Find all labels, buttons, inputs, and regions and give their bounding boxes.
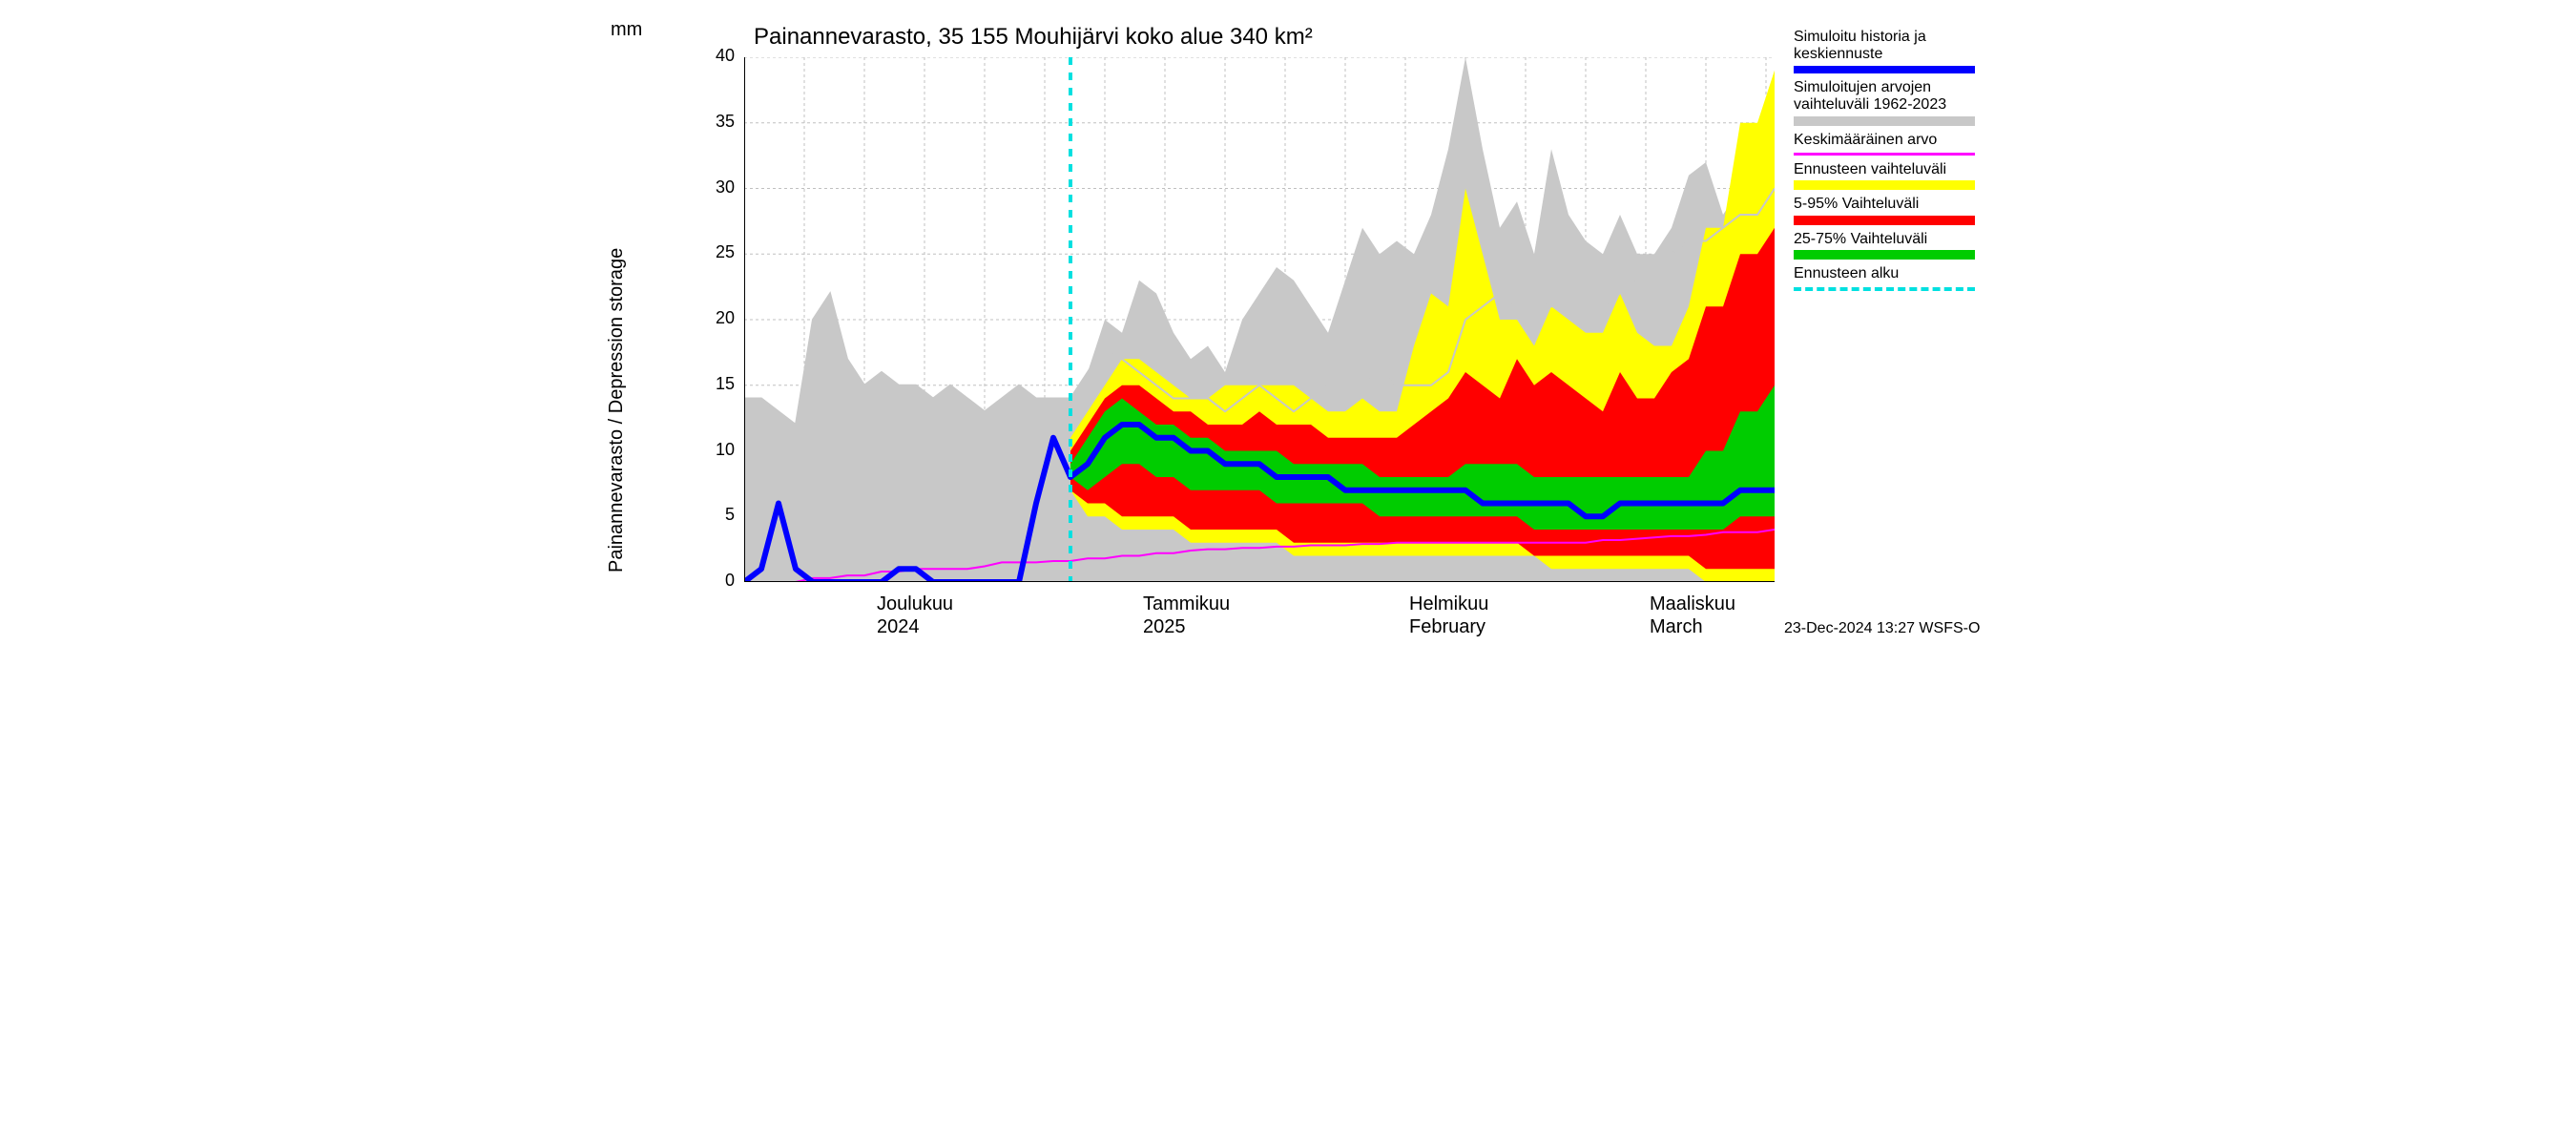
legend-swatch [1794, 66, 1975, 73]
y-tick-label: 40 [696, 46, 735, 66]
chart-title: Painannevarasto, 35 155 Mouhijärvi koko … [754, 24, 1313, 51]
x-tick-label: Tammikuu [1143, 593, 1230, 615]
y-axis-label: Painannevarasto / Depression storage [606, 248, 628, 572]
legend-item: 5-95% Vaihteluväli [1794, 196, 1975, 224]
y-tick-label: 10 [696, 440, 735, 460]
legend-swatch [1794, 287, 1975, 291]
legend: Simuloitu historia jakeskiennuste Simuloi… [1794, 29, 1975, 297]
x-tick-label: Maaliskuu [1650, 593, 1735, 615]
legend-swatch [1794, 153, 1975, 156]
legend-swatch [1794, 116, 1975, 126]
x-tick-sublabel: 2025 [1143, 616, 1186, 638]
legend-item: Ennusteen alku [1794, 265, 1975, 290]
legend-swatch [1794, 216, 1975, 225]
y-tick-label: 5 [696, 505, 735, 525]
y-axis-unit: mm [611, 19, 642, 41]
plot-area [744, 57, 1775, 582]
y-tick-label: 20 [696, 308, 735, 328]
y-tick-label: 35 [696, 112, 735, 132]
legend-swatch [1794, 250, 1975, 260]
y-tick-label: 15 [696, 374, 735, 394]
y-tick-label: 0 [696, 571, 735, 591]
x-tick-label: Joulukuu [877, 593, 953, 615]
x-tick-sublabel: February [1409, 616, 1485, 638]
legend-item: Ennusteen vaihteluväli [1794, 161, 1975, 190]
legend-swatch [1794, 180, 1975, 190]
y-tick-label: 25 [696, 242, 735, 262]
x-tick-sublabel: March [1650, 616, 1703, 638]
legend-item: Keskimääräinen arvo [1794, 132, 1975, 156]
y-tick-label: 30 [696, 177, 735, 198]
legend-item: Simuloitu historia jakeskiennuste [1794, 29, 1975, 73]
x-tick-sublabel: 2024 [877, 616, 920, 638]
x-tick-label: Helmikuu [1409, 593, 1488, 615]
legend-item: Simuloitujen arvojenvaihteluväli 1962-20… [1794, 79, 1975, 126]
footer-timestamp: 23-Dec-2024 13:27 WSFS-O [1784, 620, 1980, 637]
legend-item: 25-75% Vaihteluväli [1794, 231, 1975, 260]
